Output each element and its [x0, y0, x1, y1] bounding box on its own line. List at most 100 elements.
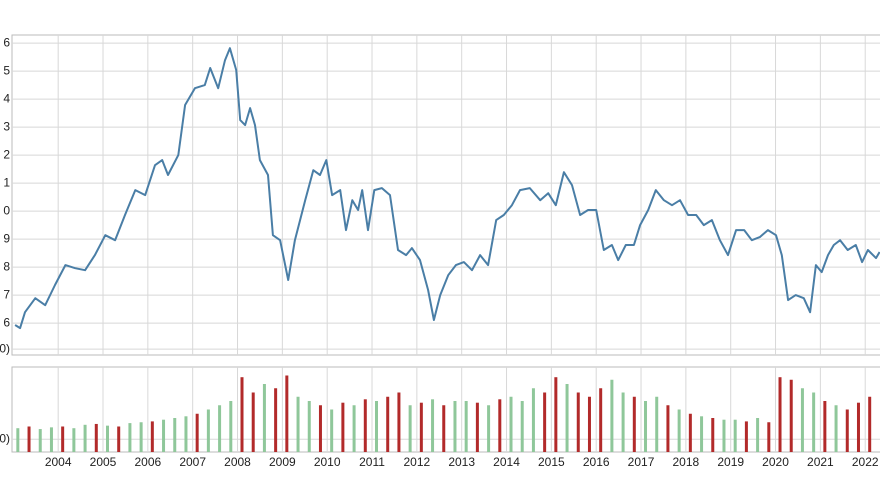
x-tick-label: 2008 — [224, 455, 251, 469]
volume-bar — [352, 405, 356, 452]
volume-bar — [419, 402, 423, 452]
volume-bar — [453, 401, 457, 452]
y-tick-label: 3 — [3, 119, 10, 133]
x-tick-label: 2011 — [359, 455, 385, 469]
volume-bar — [150, 421, 154, 452]
volume-bar — [117, 426, 121, 452]
x-tick-label: 2004 — [45, 455, 72, 469]
volume-bar — [184, 416, 188, 452]
volume-bar — [274, 388, 278, 452]
volume-bar — [442, 405, 446, 452]
volume-bar — [397, 392, 401, 452]
volume-bar — [531, 388, 535, 452]
volume-bar — [475, 402, 479, 452]
price-panel — [11, 34, 880, 356]
volume-bar — [733, 419, 737, 452]
volume-bar — [599, 388, 603, 452]
volume-bar — [162, 419, 166, 452]
y-tick-label: 4 — [3, 91, 10, 105]
volume-bar — [756, 418, 760, 452]
volume-bar — [83, 424, 87, 452]
y-tick-label: 6 — [3, 315, 10, 329]
volume-bar — [487, 405, 491, 452]
volume-bar — [318, 405, 322, 452]
x-tick-label: 2013 — [448, 455, 475, 469]
volume-bar — [464, 401, 468, 452]
volume-bar — [677, 409, 681, 452]
volume-bar — [543, 392, 547, 452]
volume-bar — [565, 384, 569, 452]
volume-bar — [587, 396, 591, 452]
volume-bar — [812, 392, 816, 452]
volume-bar — [789, 379, 793, 452]
x-tick-label: 2009 — [269, 455, 296, 469]
volume-bar — [722, 419, 726, 452]
volume-bar — [218, 405, 222, 452]
y-tick-label: 6 — [3, 35, 10, 49]
volume-bar — [520, 401, 524, 452]
x-tick-label: 2017 — [628, 455, 655, 469]
volume-bar — [341, 402, 345, 452]
y-tick-label: 1 — [3, 175, 10, 189]
y-tick-label: 0) — [0, 341, 10, 355]
volume-bar — [296, 396, 300, 452]
volume-bar — [16, 428, 20, 452]
volume-bar — [72, 428, 76, 452]
volume-bar — [307, 401, 311, 452]
y-tick-label: 7 — [3, 287, 10, 301]
x-tick-label: 2019 — [717, 455, 744, 469]
volume-bar — [195, 413, 199, 452]
x-tick-label: 2016 — [583, 455, 610, 469]
x-tick-label: 2021 — [807, 455, 834, 469]
volume-bar — [834, 405, 838, 452]
volume-bar — [868, 396, 872, 452]
volume-bar — [363, 399, 367, 452]
volume-bar — [49, 427, 53, 452]
volume-bar — [498, 399, 502, 452]
x-tick-label: 2012 — [404, 455, 431, 469]
volume-bar — [61, 426, 65, 452]
x-tick-label: 2005 — [90, 455, 117, 469]
volume-bar — [262, 384, 266, 452]
y-tick-label: 5 — [3, 63, 10, 77]
volume-bar — [823, 401, 827, 452]
volume-bar — [644, 401, 648, 452]
volume-bar — [621, 392, 625, 452]
volume-bar — [845, 409, 849, 452]
volume-bar — [375, 401, 379, 452]
price-line — [14, 47, 880, 330]
volume-bar — [744, 421, 748, 452]
volume-bar — [688, 413, 692, 452]
volume-bar — [610, 379, 614, 452]
volume-bar — [206, 409, 210, 452]
x-tick-label: 2022 — [852, 455, 879, 469]
volume-bar — [767, 422, 771, 452]
volume-bar — [94, 423, 98, 452]
volume-bar — [173, 418, 177, 452]
volume-bar — [408, 405, 412, 452]
x-tick-label: 2018 — [673, 455, 700, 469]
volume-bar — [576, 392, 580, 452]
volume-bar — [27, 426, 31, 452]
volume-bar — [655, 396, 659, 452]
x-tick-label: 2014 — [493, 455, 520, 469]
volume-bar — [229, 401, 233, 452]
volume-bar — [778, 377, 782, 452]
volume-bar — [632, 396, 636, 452]
volume-bar — [386, 396, 390, 452]
volume-bar — [431, 399, 435, 452]
volume-bar — [251, 392, 255, 452]
volume-bar — [105, 425, 109, 452]
volume-panel — [11, 366, 880, 453]
y-tick-label: 0 — [3, 203, 10, 217]
x-tick-label: 2015 — [538, 455, 565, 469]
volume-bar — [330, 409, 334, 452]
volume-bar — [128, 423, 132, 452]
x-tick-label: 2007 — [179, 455, 206, 469]
volume-bar — [139, 422, 143, 452]
x-tick-label: 2010 — [314, 455, 341, 469]
volume-bar — [509, 396, 513, 452]
y-tick-label: 8 — [3, 259, 10, 273]
